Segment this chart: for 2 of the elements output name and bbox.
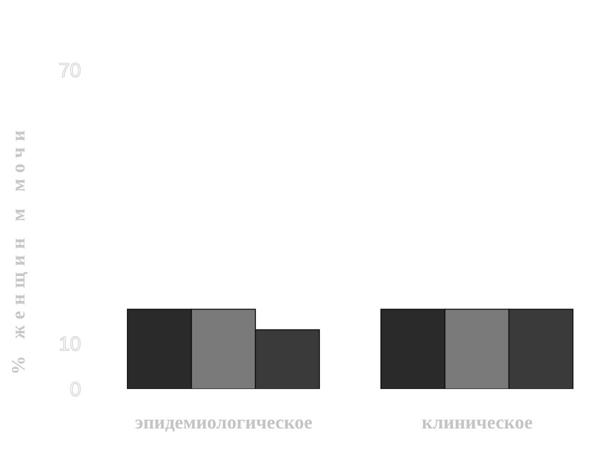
x-tick-label: эпидемиологическое [135, 412, 312, 434]
x-tick-label: клиническое [422, 412, 533, 434]
